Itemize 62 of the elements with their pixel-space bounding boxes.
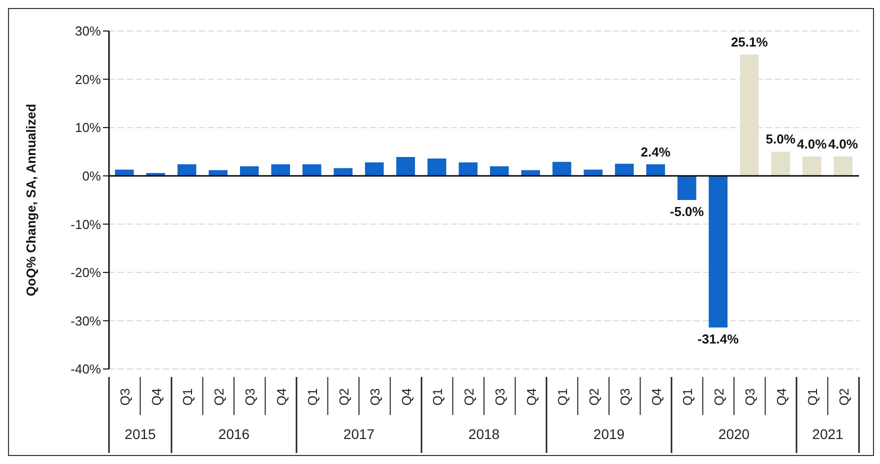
x-tick-label: Q1 — [555, 388, 570, 406]
x-tick-label: Q1 — [680, 388, 696, 406]
bar — [178, 164, 196, 176]
bar — [552, 162, 572, 176]
x-tick-label: Q1 — [305, 388, 320, 406]
x-tick-label: Q4 — [274, 388, 289, 406]
data-label: 25.1% — [730, 34, 768, 50]
x-tick-label: Q4 — [648, 388, 664, 406]
y-tick-label: 0% — [82, 168, 102, 184]
x-tick-label: Q3 — [618, 388, 633, 406]
data-label: 4.0% — [828, 136, 858, 152]
bar — [365, 162, 384, 176]
bar — [302, 164, 322, 176]
text: 2021 — [812, 426, 844, 442]
bar — [834, 156, 852, 176]
x-tick-label: Q3 — [118, 388, 133, 406]
text: 2020 — [718, 426, 750, 442]
y-tick-label: -20% — [70, 265, 102, 280]
x-tick-label: Q4 — [148, 388, 164, 406]
x-tick-label: Q1 — [180, 388, 196, 406]
text: 2017 — [343, 426, 375, 442]
x-tick-label: Q4 — [524, 388, 539, 406]
bar — [708, 176, 728, 328]
x-tick-label: Q4 — [398, 388, 414, 406]
y-axis-title: QoQ% Change, SA, Annualized — [24, 104, 39, 296]
x-tick-label: Q4 — [774, 388, 789, 406]
x-tick-label: Q3 — [492, 388, 508, 406]
x-tick-label: Q3 — [242, 388, 258, 406]
data-label: -5.0% — [670, 204, 704, 219]
x-tick-label: Q3 — [368, 388, 383, 406]
x-tick-label: Q2 — [336, 388, 352, 406]
x-tick-label: Q1 — [430, 388, 446, 406]
y-tick-label: 10% — [74, 120, 102, 136]
y-tick-label: -30% — [70, 313, 102, 328]
bar — [240, 166, 259, 176]
x-tick-label: Q2 — [461, 388, 476, 406]
x-tick-label: Q2 — [586, 388, 602, 406]
x-tick-label: Q3 — [742, 388, 758, 406]
bar — [802, 156, 822, 176]
data-label: 2.4% — [640, 144, 671, 160]
text: 2019 — [593, 426, 625, 442]
bar — [458, 162, 478, 176]
x-tick-label: Q2 — [711, 388, 726, 406]
data-label: -31.4% — [698, 331, 740, 346]
x-tick-label: Q2 — [836, 388, 852, 406]
bar — [615, 164, 634, 176]
y-tick-label: -10% — [70, 216, 102, 232]
y-tick-label: 30% — [74, 24, 102, 39]
bar — [678, 176, 696, 200]
bar — [428, 158, 446, 176]
x-tick-label: Q1 — [805, 388, 820, 406]
x-tick-label: Q2 — [211, 388, 226, 406]
bar — [490, 166, 509, 176]
text: 2018 — [468, 426, 500, 442]
y-tick-label: 20% — [74, 72, 102, 87]
data-label: 5.0% — [766, 132, 796, 147]
bar — [396, 157, 415, 176]
bar — [771, 152, 790, 176]
text: 2016 — [218, 426, 250, 442]
text: 2015 — [124, 426, 156, 442]
y-tick-label: -40% — [70, 362, 102, 377]
data-label: 4.0% — [797, 136, 828, 152]
